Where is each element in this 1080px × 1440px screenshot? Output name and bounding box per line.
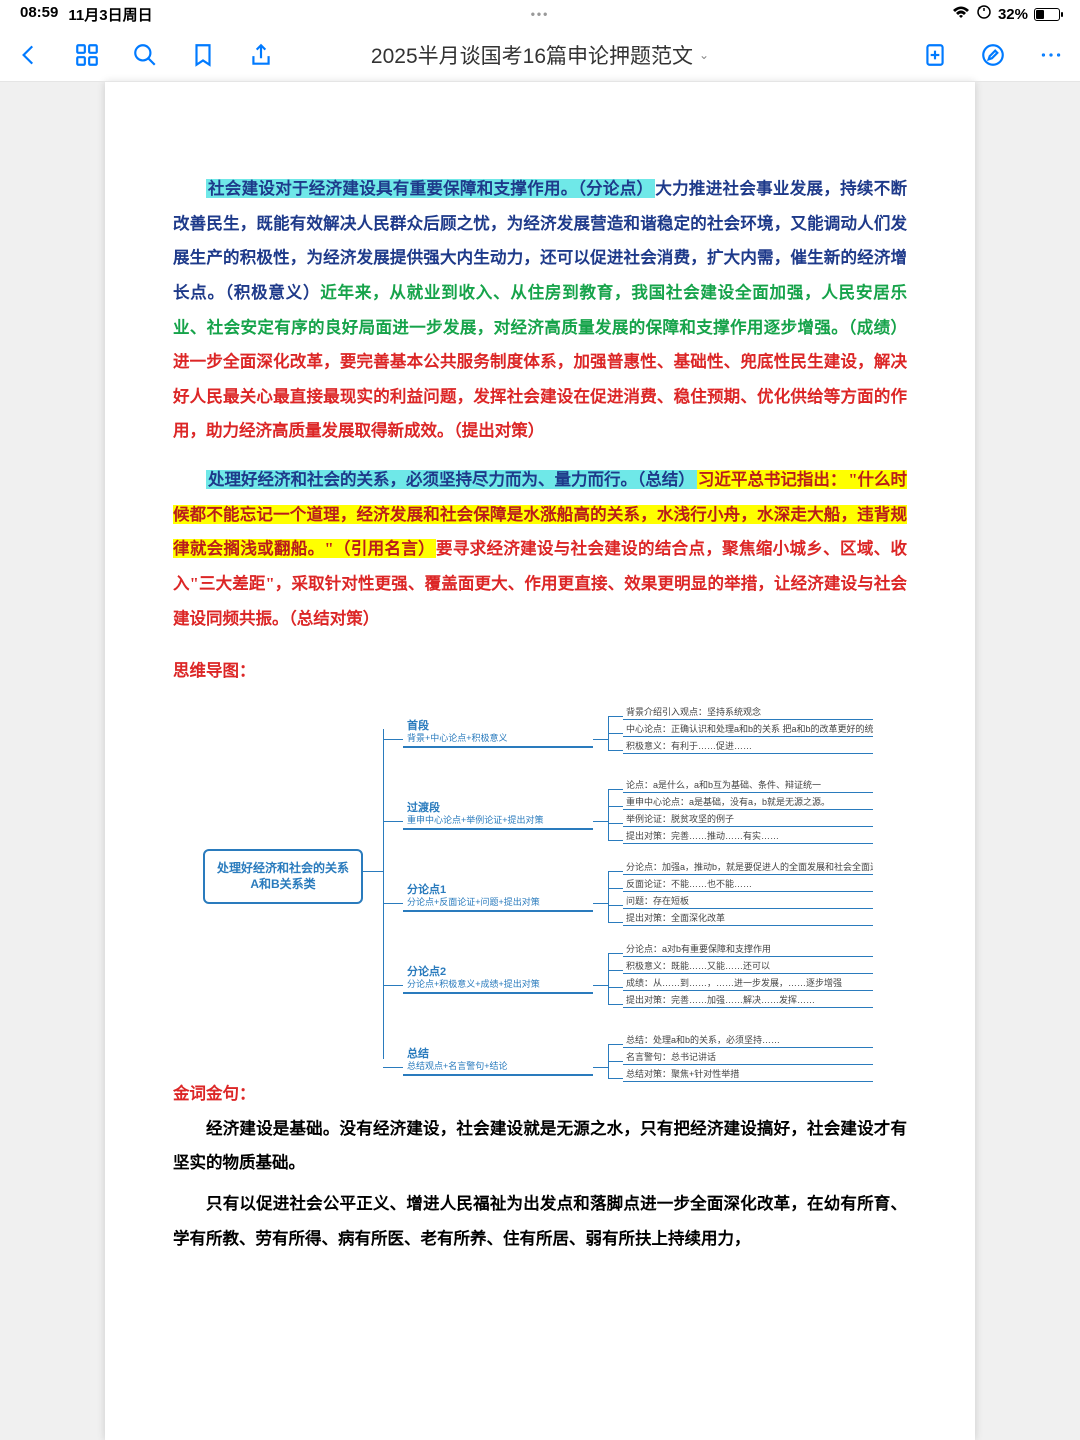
more-button[interactable] [1038,42,1064,68]
toolbar: 2025半月谈国考16篇申论押题范文 ⌄ [0,28,1080,82]
search-button[interactable] [132,42,158,68]
paragraph-2: 处理好经济和社会的关系，必须坚持尽力而为、量力而行。（总结）习近平总书记指出："… [173,463,907,636]
share-button[interactable] [248,42,274,68]
page-viewport[interactable]: 社会建设对于经济建设具有重要保障和支撑作用。（分论点）大力推进社会事业发展，持续… [0,82,1080,1440]
battery-icon [1034,8,1060,21]
mindmap-heading: 思维导图： [173,654,907,689]
new-page-button[interactable] [922,42,948,68]
thumbnails-button[interactable] [74,42,100,68]
bookmark-button[interactable] [190,42,216,68]
edit-button[interactable] [980,42,1006,68]
status-dots: ••• [531,7,550,21]
gold-p2: 只有以促进社会公平正义、增进人民福祉为出发点和落脚点进一步全面深化改革，在幼有所… [173,1187,907,1256]
document-title[interactable]: 2025半月谈国考16篇申论押题范文 ⌄ [371,40,709,70]
status-time: 08:59 [20,4,58,25]
wifi-icon [952,6,970,23]
chevron-down-icon: ⌄ [699,48,709,62]
orientation-lock-icon [976,4,992,24]
back-button[interactable] [16,42,42,68]
status-date: 11月3日周日 [68,4,152,25]
mindmap-root: 处理好经济和社会的关系 A和B关系类 [203,849,363,904]
document-page: 社会建设对于经济建设具有重要保障和支撑作用。（分论点）大力推进社会事业发展，持续… [105,82,975,1440]
paragraph-1: 社会建设对于经济建设具有重要保障和支撑作用。（分论点）大力推进社会事业发展，持续… [173,172,907,449]
battery-pct: 32% [998,6,1028,23]
gold-heading: 金词金句： [173,1077,907,1112]
mindmap-diagram: 处理好经济和社会的关系 A和B关系类 首段背景+中心论点+积极意义 背景介绍引入… [203,699,907,1059]
gold-p1: 经济建设是基础。没有经济建设，社会建设就是无源之水，只有把经济建设搞好，社会建设… [173,1112,907,1181]
status-bar: 08:59 11月3日周日 ••• 32% [0,0,1080,28]
